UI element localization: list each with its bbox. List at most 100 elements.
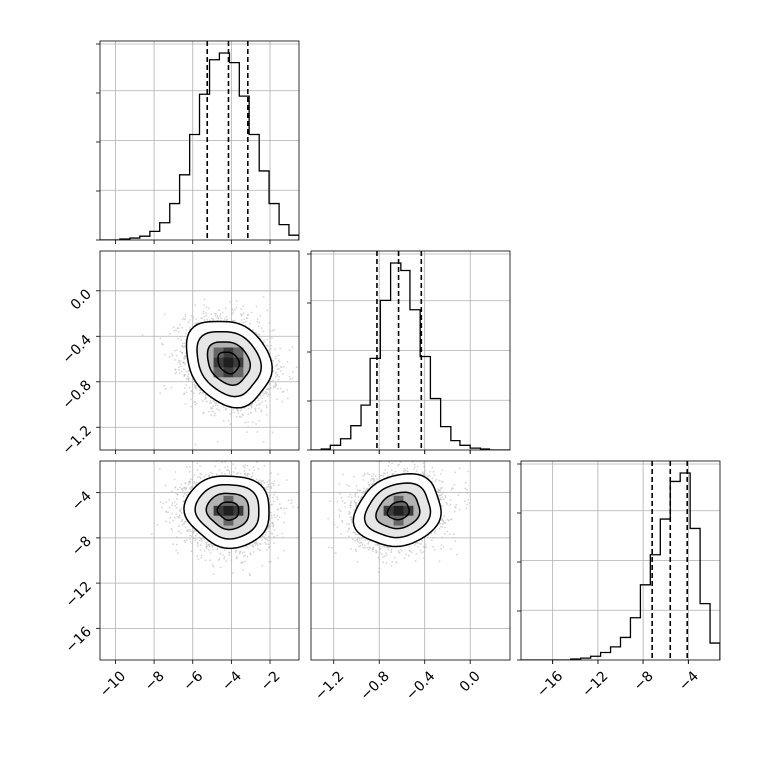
scatter-point [168, 332, 171, 335]
scatter-point [223, 406, 225, 409]
scatter-point [264, 341, 266, 343]
scatter-point [269, 330, 272, 333]
scatter-point [203, 298, 206, 301]
scatter-point [224, 318, 226, 320]
histogram-bin [451, 441, 460, 450]
scatter-point [177, 330, 180, 333]
histogram-step-0 [100, 52, 299, 240]
scatter-point [237, 412, 240, 414]
scatter-point [230, 411, 233, 414]
histogram-0 [100, 41, 299, 240]
scatter-point [249, 411, 252, 414]
scatter-point [231, 320, 234, 322]
scatter-point [174, 501, 176, 503]
scatter-point [204, 396, 207, 399]
scatter-point [274, 385, 276, 388]
scatter-point [214, 465, 217, 468]
scatter-point [188, 319, 191, 321]
scatter-point [175, 371, 178, 374]
scatter-point [265, 406, 268, 409]
scatter-point [264, 541, 267, 544]
scatter-point [205, 543, 208, 546]
scatter-point [236, 408, 238, 411]
histogram-bin [249, 135, 259, 240]
scatter-point [274, 357, 277, 360]
scatter-point [163, 384, 166, 387]
scatter-point [272, 500, 275, 503]
scatter-point [197, 558, 200, 561]
scatter-point [267, 543, 270, 546]
scatter-point [180, 365, 182, 368]
scatter-point [225, 560, 228, 563]
scatter-point [194, 534, 197, 537]
histogram-bin [410, 310, 420, 450]
scatter-point [189, 541, 192, 543]
scatter-point [204, 474, 207, 476]
scatter-point [163, 313, 166, 316]
scatter-point [268, 328, 271, 331]
scatter-point [199, 391, 202, 394]
scatter-point [277, 378, 280, 381]
scatter-point [198, 536, 201, 539]
scatter-point [257, 548, 259, 551]
scatter-point [222, 419, 225, 422]
scatter-point [270, 485, 273, 488]
scatter-point [252, 466, 255, 468]
scatter-point [171, 504, 173, 507]
scatter-point [291, 377, 294, 380]
scatter-point [199, 548, 202, 551]
scatter-point [254, 408, 256, 411]
histogram-bin [430, 399, 440, 450]
scatter-point [270, 387, 273, 389]
scatter-point [192, 316, 195, 319]
scatter-point [203, 315, 206, 318]
scatter-point [175, 354, 178, 357]
scatter-point [254, 544, 257, 546]
scatter-point [255, 541, 258, 544]
scatter-point [228, 554, 230, 556]
scatter-point [183, 317, 185, 320]
density-cell [213, 367, 224, 378]
scatter-point [210, 313, 213, 316]
contour-line [206, 341, 252, 386]
scatter-point [256, 461, 258, 463]
scatter-point [165, 520, 167, 523]
scatter-point [185, 391, 188, 393]
scatter-point [194, 385, 197, 387]
scatter-point [292, 506, 295, 508]
scatter-point [254, 401, 257, 403]
scatter-point [244, 321, 247, 323]
histogram-bin [460, 445, 470, 450]
scatter-point [260, 327, 263, 329]
scatter-point [249, 553, 252, 556]
scatter-point [175, 503, 178, 506]
scatter-point [270, 532, 273, 534]
scatter-point [203, 319, 206, 321]
scatter-point [263, 535, 265, 538]
histogram-bin [700, 604, 710, 660]
scatter-point [205, 306, 208, 308]
scatter-point [229, 423, 232, 426]
scatter-point [278, 376, 281, 378]
scatter-point [269, 560, 272, 563]
scatter-point [209, 455, 211, 457]
scatter-point [184, 492, 187, 495]
scatter-point [207, 410, 210, 413]
scatter-point [267, 539, 270, 542]
histogram-bin [259, 171, 269, 240]
scatter-point [178, 530, 181, 533]
histogram-bin [380, 300, 390, 450]
scatter-point [223, 557, 226, 560]
scatter-point [246, 317, 249, 319]
scatter-point [260, 410, 263, 413]
scatter-point [273, 493, 275, 496]
scatter-point [200, 556, 203, 559]
scatter-point [181, 326, 184, 329]
scatter-point [218, 469, 221, 472]
scatter-point [257, 397, 260, 400]
scatter-point [250, 311, 253, 314]
scatter-point [274, 348, 277, 351]
scatter-point [268, 530, 270, 533]
histogram-bin [150, 231, 160, 240]
scatter-point [185, 329, 187, 331]
